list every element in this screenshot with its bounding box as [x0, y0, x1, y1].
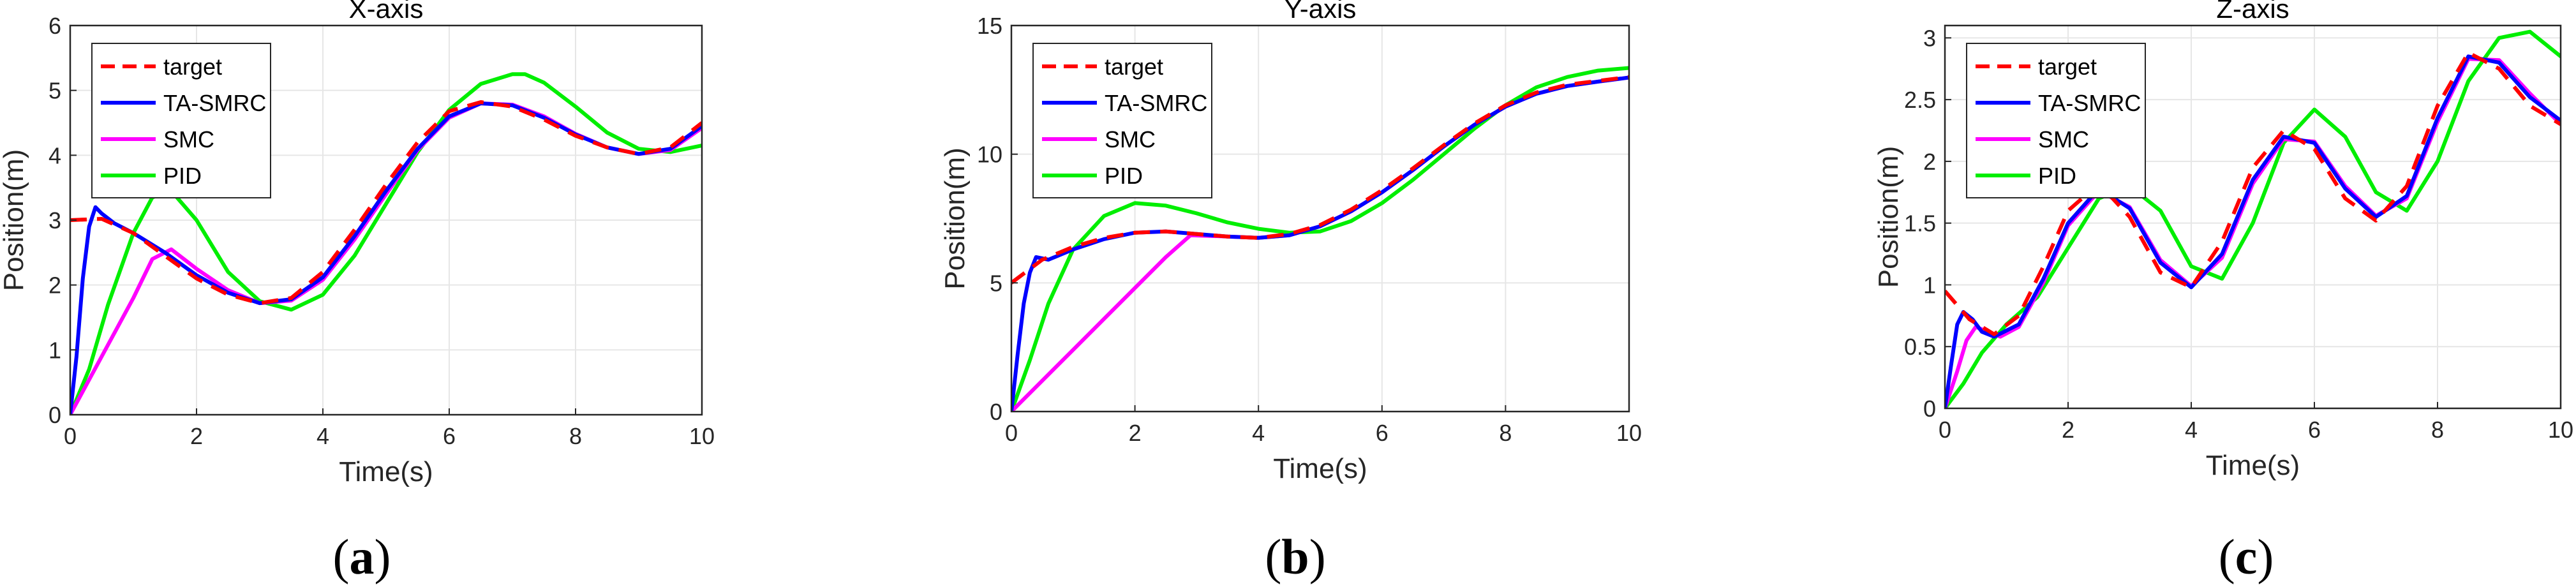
y-tick-label-0: 0 [48, 402, 61, 428]
y-axis-label: Position(m) [1873, 146, 1904, 288]
y-tick-label-2: 1 [1923, 272, 1936, 298]
legend-label-smc: SMC [2038, 126, 2089, 152]
y-tick-label-5: 2.5 [1904, 87, 1936, 113]
legend-label-smc: SMC [163, 126, 214, 152]
chart-title: X-axis [349, 0, 424, 24]
x-axis-label: Time(s) [2206, 450, 2300, 481]
x-tick-label-3: 6 [1376, 420, 1389, 446]
legend-box [1966, 43, 2146, 198]
chart-panel-1: 0 2 4 6 8 10 0 1 2 3 4 5 6 X-axis Time(s) Position(m) ta… [0, 0, 715, 487]
x-tick-label-3: 6 [2308, 417, 2321, 443]
legend-label-target: target [1105, 54, 1163, 80]
panel-label-b-letter: b [1281, 529, 1309, 584]
y-tick-label-6: 6 [48, 13, 61, 39]
panel-label-a-close: ) [374, 529, 391, 584]
y-tick-label-3: 15 [977, 13, 1002, 39]
panel-label-c-letter: c [2235, 529, 2258, 584]
panel-label-c-open: ( [2218, 529, 2235, 584]
panel-label-c: (c) [2182, 528, 2310, 586]
y-tick-label-0: 0 [1923, 396, 1936, 422]
y-tick-label-4: 4 [48, 142, 61, 168]
x-tick-label-4: 8 [1499, 420, 1512, 446]
x-tick-label-1: 2 [190, 423, 203, 449]
x-axis-label: Time(s) [339, 456, 433, 487]
panel-label-a-letter: a [349, 529, 375, 584]
legend-label-pid: PID [2038, 163, 2076, 189]
panel-label-a: (a) [298, 528, 426, 586]
series-line-target [70, 100, 702, 306]
x-tick-label-0: 0 [64, 423, 77, 449]
legend-label-smc: SMC [1105, 126, 1156, 152]
y-tick-label-1: 0.5 [1904, 334, 1936, 360]
y-tick-label-1: 5 [990, 270, 1002, 296]
panel-label-c-close: ) [2257, 529, 2274, 584]
legend-label-ta-smrc: TA-SMRC [163, 90, 266, 116]
y-tick-label-3: 3 [48, 207, 61, 234]
chart-title: Y-axis [1284, 0, 1357, 24]
series-group [1011, 66, 1629, 412]
x-tick-label-2: 4 [316, 423, 329, 449]
x-tick-label-5: 10 [2548, 417, 2573, 443]
legend-label-ta-smrc: TA-SMRC [2038, 90, 2141, 116]
x-tick-label-2: 4 [1252, 420, 1265, 446]
legend-box [91, 43, 271, 198]
x-tick-label-5: 10 [1616, 420, 1642, 446]
panel-label-b-open: ( [1265, 529, 1282, 584]
series-line-pid [70, 72, 702, 415]
legend-label-ta-smrc: TA-SMRC [1105, 90, 1207, 116]
legend-label-pid: PID [1105, 163, 1143, 189]
y-tick-label-2: 2 [48, 272, 61, 299]
legend-box [1032, 43, 1212, 198]
x-tick-label-1: 2 [2062, 417, 2074, 443]
series-group [1945, 29, 2561, 408]
y-tick-label-4: 2 [1923, 149, 1936, 175]
series-group [70, 72, 702, 415]
axes-box [1010, 24, 1630, 413]
x-tick-label-0: 0 [1939, 417, 1951, 443]
legend-label-pid: PID [163, 163, 202, 189]
x-axis-label: Time(s) [1273, 453, 1367, 484]
chart-panel-3: 0 2 4 6 8 10 0 0.5 1 1.5 2 2.5 3 Z-axis Time(s) Positio… [1873, 0, 2573, 481]
y-tick-label-1: 1 [48, 337, 61, 363]
y-axis-label: Position(m) [939, 147, 971, 290]
y-tick-label-5: 5 [48, 78, 61, 104]
series-line-target [1011, 75, 1629, 285]
x-tick-label-4: 8 [2431, 417, 2444, 443]
x-tick-label-4: 8 [569, 423, 582, 449]
series-line-target [1945, 50, 2561, 336]
y-tick-label-0: 0 [990, 399, 1002, 425]
x-tick-label-5: 10 [689, 423, 715, 449]
y-tick-label-2: 10 [977, 142, 1002, 168]
x-tick-label-0: 0 [1005, 420, 1018, 446]
legend-label-target: target [2038, 54, 2097, 80]
panel-label-b-close: ) [1309, 529, 1326, 584]
chart-panel-2: 0 2 4 6 8 10 0 5 10 15 Y-axis Time(s) Position(m) tar… [939, 0, 1642, 484]
panel-label-a-open: ( [332, 529, 350, 584]
axes-box [1944, 24, 2562, 410]
x-tick-label-3: 6 [443, 423, 456, 449]
y-tick-label-6: 3 [1923, 25, 1936, 51]
x-tick-label-1: 2 [1129, 420, 1142, 446]
legend-label-target: target [163, 54, 222, 80]
y-axis-label: Position(m) [0, 149, 29, 292]
x-tick-label-2: 4 [2185, 417, 2198, 443]
panel-label-b: (b) [1232, 528, 1359, 586]
series-line-pid [1945, 29, 2561, 408]
chart-title: Z-axis [2216, 0, 2289, 24]
y-tick-label-3: 1.5 [1904, 211, 1936, 237]
